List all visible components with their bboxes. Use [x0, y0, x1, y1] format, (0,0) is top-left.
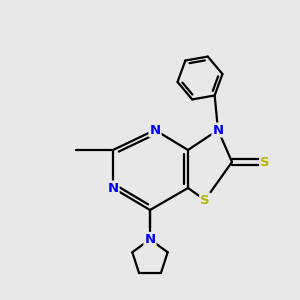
Text: N: N [107, 182, 118, 194]
Text: N: N [212, 124, 224, 136]
Text: N: N [144, 233, 156, 246]
Text: N: N [149, 124, 161, 136]
Text: S: S [260, 155, 270, 169]
Text: S: S [200, 194, 210, 206]
